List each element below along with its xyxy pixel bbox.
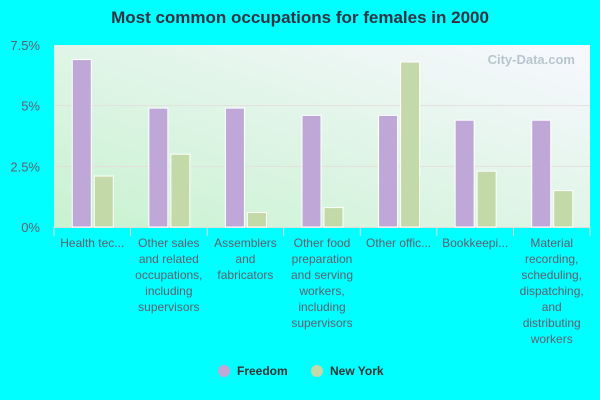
plot-area [54, 45, 590, 227]
bar-new-york [246, 211, 267, 228]
x-tick-label: Other offic... [365, 236, 432, 250]
x-tick-label: Material recording, scheduling, dispatch… [519, 236, 584, 346]
bar-new-york [170, 153, 191, 228]
x-tick-label: Bookkeepi... [442, 236, 509, 250]
bar-freedom [148, 107, 169, 228]
watermark: City-Data.com [488, 52, 575, 67]
bar-freedom [531, 119, 552, 228]
bar-freedom [454, 119, 475, 228]
bar-new-york [93, 175, 114, 228]
legend-swatch-freedom [218, 365, 230, 377]
legend-label-new-york: New York [330, 364, 384, 378]
bar-freedom [301, 114, 322, 228]
bar-freedom [378, 114, 399, 228]
legend-swatch-new-york [311, 365, 323, 377]
bar-new-york [400, 61, 421, 228]
bar-new-york [553, 190, 574, 228]
bar-new-york [476, 170, 497, 228]
y-tick-label: 0% [21, 220, 40, 235]
legend-item-new-york: New York [311, 364, 384, 378]
y-tick-label: 5% [21, 99, 40, 114]
y-tick-label: 2.5% [10, 159, 40, 174]
bar-freedom [71, 59, 92, 228]
x-tick-label: Other sales and related occupations, inc… [135, 236, 203, 314]
legend-label-freedom: Freedom [237, 364, 288, 378]
chart-title: Most common occupations for females in 2… [111, 8, 489, 27]
y-tick-label: 7.5% [10, 38, 40, 53]
legend-item-freedom: Freedom [218, 364, 288, 378]
bar-freedom [224, 107, 245, 228]
x-tick-label: Other food preparation and serving worke… [290, 236, 354, 330]
bar-new-york [323, 207, 344, 228]
x-tick-label: Assemblers and fabricators [214, 236, 277, 282]
x-tick-label: Health tec... [60, 236, 125, 250]
